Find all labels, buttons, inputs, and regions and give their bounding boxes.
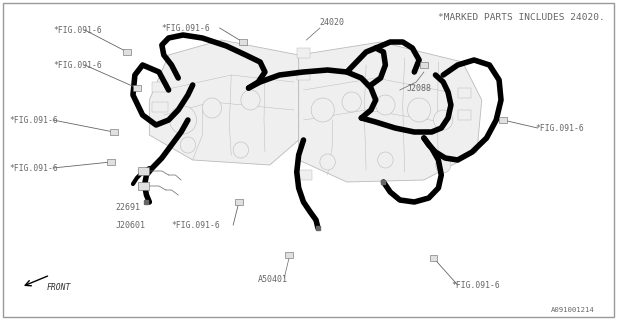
- Bar: [458, 110, 471, 120]
- Circle shape: [433, 110, 453, 130]
- Bar: [235, 199, 243, 205]
- Bar: [124, 49, 131, 55]
- Bar: [239, 39, 246, 45]
- Bar: [152, 102, 168, 112]
- Bar: [429, 255, 437, 261]
- Text: *FIG.091-6: *FIG.091-6: [10, 116, 58, 124]
- Circle shape: [376, 95, 395, 115]
- Polygon shape: [149, 40, 299, 165]
- Circle shape: [241, 90, 260, 110]
- Bar: [285, 252, 293, 258]
- Bar: [297, 48, 310, 58]
- Circle shape: [202, 98, 221, 118]
- Circle shape: [311, 98, 334, 122]
- Circle shape: [320, 154, 335, 170]
- Text: *FIG.091-6: *FIG.091-6: [53, 60, 102, 69]
- Circle shape: [170, 106, 196, 134]
- Circle shape: [378, 152, 393, 168]
- Bar: [138, 182, 149, 190]
- Bar: [107, 159, 115, 165]
- Text: 24020: 24020: [320, 18, 345, 27]
- Text: A091001214: A091001214: [551, 307, 595, 313]
- Circle shape: [180, 137, 196, 153]
- Text: *FIG.091-6: *FIG.091-6: [162, 23, 211, 33]
- Polygon shape: [299, 42, 482, 182]
- Bar: [297, 70, 310, 80]
- Text: *FIG.091-6: *FIG.091-6: [10, 164, 58, 172]
- Bar: [138, 167, 149, 175]
- Bar: [152, 82, 168, 92]
- Text: J20601: J20601: [116, 220, 146, 229]
- Bar: [299, 170, 312, 180]
- Bar: [458, 88, 471, 98]
- Circle shape: [408, 98, 431, 122]
- Text: *FIG.091-6: *FIG.091-6: [172, 220, 220, 229]
- Bar: [420, 62, 428, 68]
- Circle shape: [342, 92, 362, 112]
- Bar: [133, 85, 141, 91]
- Text: *MARKED PARTS INCLUDES 24020.: *MARKED PARTS INCLUDES 24020.: [438, 12, 605, 21]
- Text: *FIG.091-6: *FIG.091-6: [53, 26, 102, 35]
- Text: A50401: A50401: [258, 276, 288, 284]
- Text: J2088: J2088: [406, 84, 431, 92]
- Text: *FIG.091-6: *FIG.091-6: [536, 124, 584, 132]
- Text: 22691: 22691: [116, 204, 141, 212]
- Circle shape: [435, 157, 451, 173]
- Bar: [110, 129, 118, 135]
- Circle shape: [233, 142, 248, 158]
- Text: *FIG.091-6: *FIG.091-6: [451, 281, 500, 290]
- Text: FRONT: FRONT: [46, 283, 70, 292]
- Bar: [499, 117, 507, 123]
